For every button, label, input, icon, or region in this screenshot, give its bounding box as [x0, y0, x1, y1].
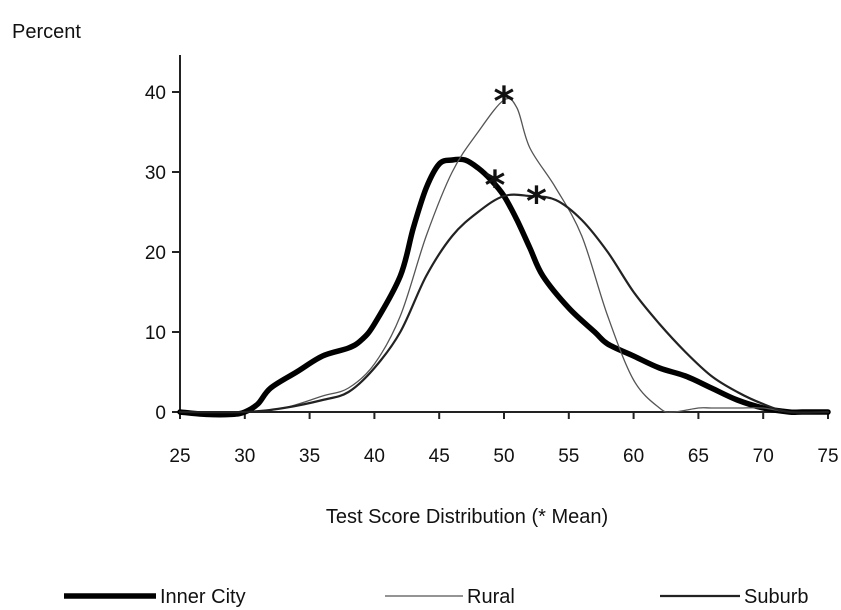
y-ticks: 0 10 20 30 40 — [145, 83, 180, 424]
x-tick-label: 75 — [817, 446, 838, 467]
x-tick-label: 70 — [753, 446, 774, 467]
mean-marker-inner-city: * — [484, 163, 505, 209]
series-line-suburb — [178, 193, 830, 414]
y-tick-label: 0 — [155, 403, 166, 424]
legend-label-rural: Rural — [467, 586, 515, 608]
x-tick-label: 45 — [429, 446, 450, 467]
y-tick-label: 20 — [145, 243, 166, 264]
x-tick-label: 60 — [623, 446, 644, 467]
legend-label-inner-city: Inner City — [160, 586, 246, 608]
series-line-inner-city — [177, 156, 831, 418]
legend-label-suburb: Suburb — [744, 586, 809, 608]
mean-marker-suburb: * — [526, 179, 547, 225]
x-tick-label: 55 — [558, 446, 579, 467]
mean-marker-rural: * — [494, 79, 515, 125]
x-tick-label: 50 — [493, 446, 514, 467]
x-tick-label: 30 — [234, 446, 255, 467]
x-ticks: 25 30 35 40 45 50 55 60 65 70 75 — [169, 412, 839, 467]
y-tick-label: 40 — [145, 83, 166, 104]
x-tick-label: 35 — [299, 446, 320, 467]
y-axis-title: Percent — [12, 21, 81, 43]
legend: Inner City Rural Suburb — [64, 586, 809, 608]
mean-markers: * * * — [484, 79, 546, 225]
x-tick-label: 65 — [688, 446, 709, 467]
series-line-rural — [179, 97, 829, 413]
series-layer — [177, 97, 831, 418]
y-tick-label: 10 — [145, 323, 166, 344]
x-axis-title: Test Score Distribution (* Mean) — [326, 506, 608, 528]
y-tick-label: 30 — [145, 163, 166, 184]
x-tick-label: 40 — [364, 446, 385, 467]
x-tick-label: 25 — [169, 446, 190, 467]
